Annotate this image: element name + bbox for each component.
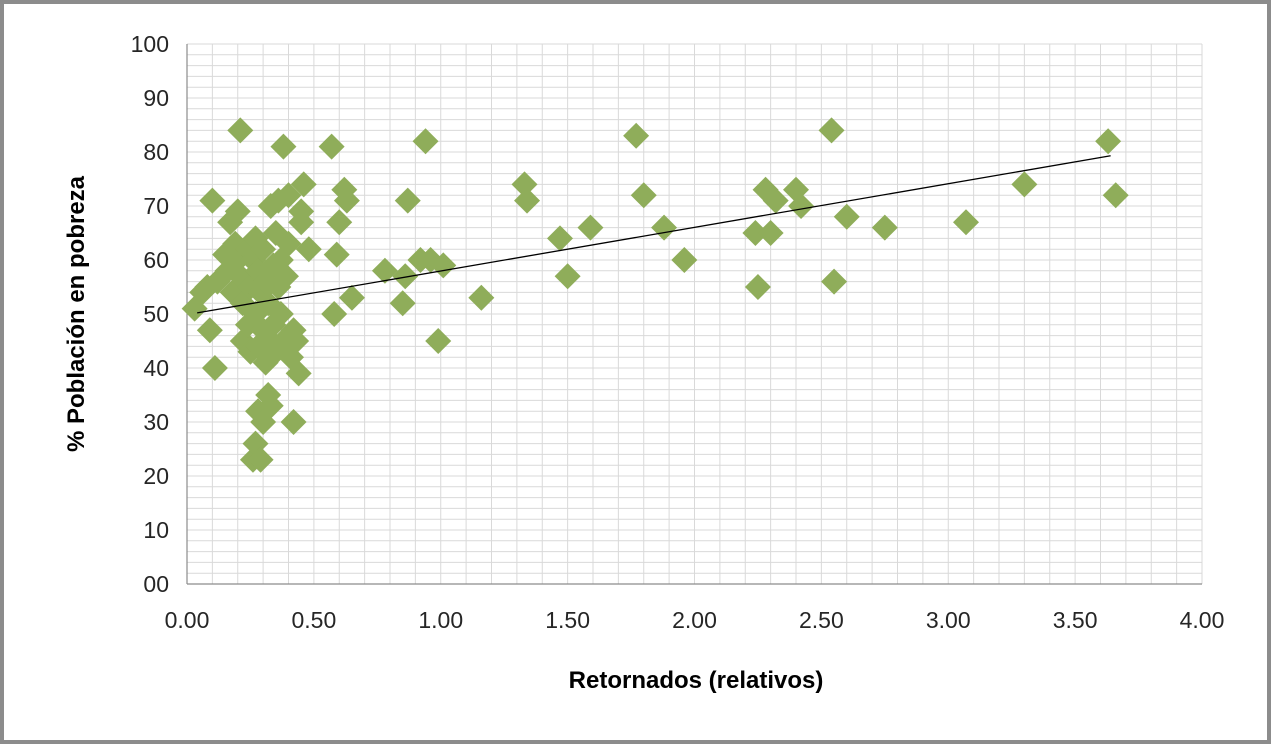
data-point	[630, 182, 657, 209]
y-tick-label: 30	[143, 409, 169, 435]
data-point	[833, 203, 860, 230]
data-point	[547, 225, 574, 252]
data-point	[285, 360, 312, 387]
y-tick-label: 10	[143, 517, 169, 543]
data-point	[247, 446, 274, 473]
data-point	[651, 214, 678, 241]
axes	[186, 44, 1202, 585]
y-tick-label: 100	[131, 31, 169, 57]
data-point	[744, 274, 771, 300]
data-point	[762, 187, 789, 214]
data-point	[468, 284, 495, 311]
data-point	[326, 209, 353, 236]
data-point	[338, 284, 365, 311]
data-point	[333, 187, 360, 214]
data-point	[288, 198, 315, 225]
data-point	[250, 236, 277, 263]
y-tick-label: 00	[143, 571, 169, 597]
data-point	[1095, 128, 1122, 155]
data-point	[283, 328, 310, 354]
data-point	[412, 128, 439, 155]
data-point	[1011, 171, 1038, 198]
y-tick-label: 20	[143, 463, 169, 489]
data-point	[275, 182, 302, 209]
data-point	[290, 171, 317, 198]
data-point	[577, 214, 604, 241]
data-point	[275, 230, 302, 257]
x-tick-label: 0.50	[291, 607, 336, 633]
data-point	[272, 263, 299, 290]
scatter-chart: 0.00 0.50 1.00 1.50 2.00 2.50 3.00 3.50 4.00 00 1…	[63, 31, 1225, 694]
data-point	[242, 225, 269, 252]
data-point	[267, 301, 294, 327]
data-point	[321, 301, 348, 327]
data-point	[242, 301, 269, 327]
x-tick-label: 1.00	[418, 607, 463, 633]
data-point	[323, 241, 350, 268]
data-point	[757, 220, 784, 246]
data-point	[623, 122, 650, 149]
data-point	[371, 257, 398, 284]
data-point	[788, 193, 815, 219]
data-point	[295, 236, 322, 263]
data-point	[270, 133, 297, 160]
data-point	[742, 220, 769, 246]
y-tick-label: 80	[143, 139, 169, 165]
data-point	[392, 263, 419, 290]
data-point	[821, 268, 848, 295]
y-tick-label: 90	[143, 85, 169, 111]
x-tick-label: 2.50	[799, 607, 844, 633]
data-point	[511, 171, 538, 198]
y-tick-label: 70	[143, 193, 169, 219]
data-point	[318, 133, 345, 160]
y-axis-title: % Población en pobreza	[63, 175, 90, 452]
y-tick-label: 60	[143, 247, 169, 273]
x-tick-label: 3.50	[1053, 607, 1098, 633]
data-point	[389, 290, 416, 317]
x-tick-label: 0.00	[165, 607, 210, 633]
data-point	[818, 117, 845, 144]
trendline	[197, 155, 1111, 314]
data-point	[201, 355, 228, 381]
data-point	[425, 328, 452, 354]
data-point	[227, 117, 254, 144]
x-tick-label: 4.00	[1180, 607, 1225, 633]
data-points	[181, 117, 1129, 473]
x-tick-label: 3.00	[926, 607, 971, 633]
y-tick-label: 50	[143, 301, 169, 327]
data-point	[257, 392, 284, 419]
data-point	[199, 187, 226, 214]
data-point	[242, 430, 269, 457]
x-axis-title: Retornados (relativos)	[569, 667, 824, 694]
trendline-layer	[197, 155, 1111, 314]
data-point	[394, 187, 421, 214]
y-tick-labels: 00 10 20 30 40 50 60 70 80 90 100	[131, 31, 169, 597]
data-point	[196, 317, 223, 344]
y-tick-label: 40	[143, 355, 169, 381]
data-point	[671, 247, 698, 273]
data-point	[280, 409, 307, 435]
data-point	[1102, 182, 1129, 209]
x-tick-label: 2.00	[672, 607, 717, 633]
x-tick-labels: 0.00 0.50 1.00 1.50 2.00 2.50 3.00 3.50 4.00	[165, 607, 1225, 633]
data-point	[514, 187, 541, 214]
x-tick-label: 1.50	[545, 607, 590, 633]
data-point	[554, 263, 581, 290]
data-point	[953, 209, 980, 236]
data-point	[871, 214, 898, 241]
data-point	[224, 198, 251, 225]
